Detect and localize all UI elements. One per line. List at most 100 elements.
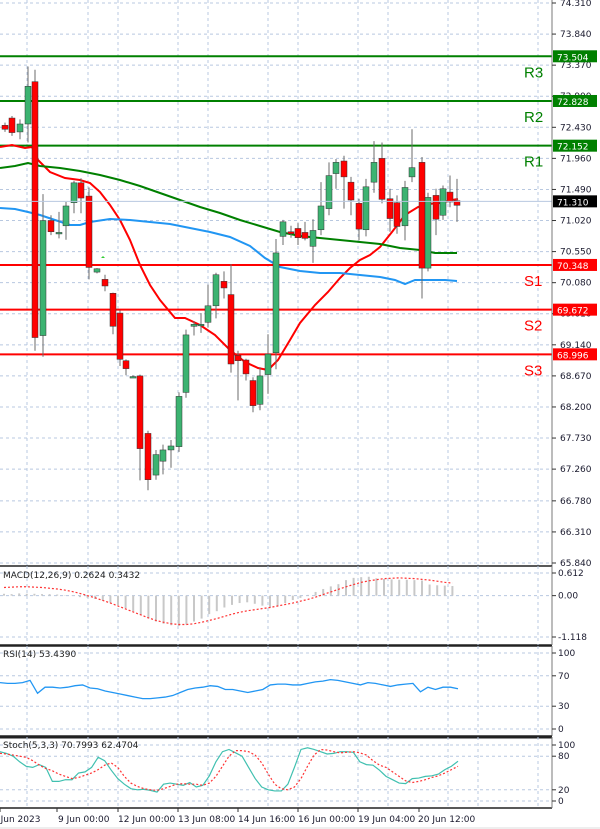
bull-candle <box>159 449 167 462</box>
bull-candle <box>152 454 160 476</box>
time-tick-label: 14 Jun 16:00 <box>238 815 295 825</box>
bear-candle <box>122 360 130 369</box>
bull-candle <box>197 324 205 327</box>
time-tick-label: 20 Jun 12:00 <box>418 815 475 825</box>
bear-candle <box>144 433 152 480</box>
axis-tick-label: 100 <box>558 649 575 659</box>
price-tick-label: 72.430 <box>560 123 592 133</box>
price-tick-label: 66.310 <box>560 528 592 538</box>
bear-candle <box>294 228 302 238</box>
bull-candle <box>317 205 325 231</box>
bull-candle <box>256 375 264 405</box>
bear-candle <box>234 355 242 361</box>
bear-candle <box>1 125 9 130</box>
time-tick-label: 9 Jun 00:00 <box>58 815 110 825</box>
level-label-r1: R1 <box>524 154 543 171</box>
bull-candle <box>16 123 24 133</box>
bull-candle <box>424 197 432 269</box>
price-tick-label: 73.370 <box>560 61 592 71</box>
bear-candle <box>47 220 55 233</box>
level-tag-r2 <box>553 94 597 107</box>
bull-candle <box>39 220 47 336</box>
bull-candle <box>129 376 137 379</box>
bull-candle <box>190 324 198 327</box>
price-tick-label: 74.310 <box>560 0 592 9</box>
bear-candle <box>8 117 16 133</box>
bear-candle <box>227 294 235 365</box>
axis-tick-label: 100 <box>558 741 575 751</box>
bull-candle <box>279 221 287 237</box>
level-tag-text: 69.672 <box>557 307 589 317</box>
level-label-r3: R3 <box>524 64 543 81</box>
macd-signal-line <box>3 577 453 626</box>
bear-candle <box>109 292 117 327</box>
bull-candle <box>55 232 63 235</box>
macd-panel[interactable]: 0.612 0.00 -1.118 <box>0 565 587 646</box>
time-tick-label: 7 Jun 2023 <box>0 815 40 825</box>
level-tag-s3 <box>553 348 597 361</box>
axis-tick-label: 0.612 <box>558 569 584 579</box>
bear-candle <box>77 182 85 199</box>
axis-tick-label: -1.118 <box>558 633 587 643</box>
axis-tick-label: 70 <box>558 672 570 682</box>
price-tick-label: 70.550 <box>560 248 592 258</box>
price-tick-label: 67.730 <box>560 434 592 444</box>
level-tag-text: 68.996 <box>557 351 589 361</box>
bull-candle <box>93 268 101 273</box>
level-label-r2: R2 <box>524 109 543 126</box>
bear-candle <box>340 160 348 178</box>
ma-line <box>0 161 457 254</box>
bull-candle <box>212 274 220 307</box>
bull-candle <box>175 396 183 447</box>
bear-candle <box>31 81 39 338</box>
level-label-s1: S1 <box>524 273 542 290</box>
price-tick-label: 68.200 <box>560 403 592 413</box>
price-tick-label: 67.260 <box>560 465 592 475</box>
rsi-title: RSI(14) 53.4390 <box>3 650 76 660</box>
time-tick-label: 19 Jun 04:00 <box>358 815 415 825</box>
new-high-arrow-icon <box>101 256 105 258</box>
bull-candle <box>332 162 340 174</box>
bear-candle <box>249 380 257 406</box>
bull-candle <box>264 353 272 375</box>
bear-candle <box>432 195 440 220</box>
price-tick-label: 71.020 <box>560 217 592 227</box>
bear-candle <box>378 158 386 200</box>
bear-candle <box>301 232 309 239</box>
bull-candle <box>24 86 32 125</box>
level-tag-r1 <box>553 139 597 152</box>
level-tag-text: 73.504 <box>557 53 589 63</box>
time-tick-label: 16 Jun 00:00 <box>298 815 355 825</box>
level-tag-r3 <box>553 50 597 63</box>
bear-candle <box>393 202 401 227</box>
bull-candle <box>70 182 78 203</box>
bear-candle <box>446 191 454 203</box>
axis-tick-label: 0.00 <box>558 592 578 602</box>
bull-candle <box>401 187 409 227</box>
bull-candle <box>362 186 370 231</box>
bull-candle <box>182 334 190 393</box>
bull-candle <box>167 445 175 451</box>
level-label-s2: S2 <box>524 318 542 335</box>
level-tag-text: 70.348 <box>557 262 589 272</box>
current-price-text: 71.310 <box>557 198 589 208</box>
price-tick-label: 71.960 <box>560 154 592 164</box>
bull-candle <box>408 167 416 178</box>
stoch-k-line <box>0 747 459 793</box>
price-axis[interactable]: 74.31073.84073.37072.90072.43071.96071.4… <box>552 0 592 569</box>
bull-candle <box>309 230 317 247</box>
level-tag-text: 72.152 <box>557 143 589 153</box>
stoch-title: Stoch(5,3,3) 70.7993 62.4704 <box>3 741 139 751</box>
level-tag-s2 <box>553 303 597 316</box>
axis-tick-label: 80 <box>558 752 570 762</box>
bull-candle <box>439 188 447 216</box>
bear-candle <box>347 181 355 201</box>
bear-candle <box>101 279 109 287</box>
price-tick-label: 69.140 <box>560 341 592 351</box>
rsi-panel[interactable]: 100 70 30 0 <box>0 645 575 737</box>
bear-candle <box>355 203 363 230</box>
